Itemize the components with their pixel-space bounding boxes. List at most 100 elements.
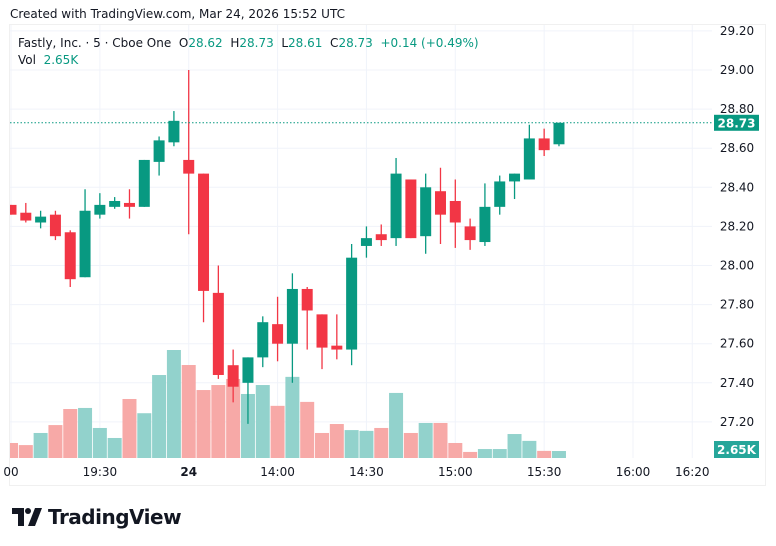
candle-body[interactable] <box>494 181 506 207</box>
candle-body[interactable] <box>420 187 432 237</box>
volume-bar <box>107 437 122 458</box>
candle-body[interactable] <box>553 122 565 145</box>
candle-body[interactable] <box>464 226 476 241</box>
volume-bar <box>10 442 18 458</box>
candle-body[interactable] <box>168 120 180 143</box>
candle-body[interactable] <box>257 322 269 358</box>
created-with-caption: Created with TradingView.com, Mar 24, 20… <box>10 7 345 21</box>
x-tick-label: 14:00 <box>260 465 295 479</box>
last-price-tag-label: 28.73 <box>718 116 756 130</box>
open-value: 28.62 <box>188 36 223 50</box>
candle-body[interactable] <box>286 288 298 344</box>
volume-bar <box>255 385 270 458</box>
volume-bar <box>492 449 507 458</box>
y-tick-label: 28.40 <box>720 180 754 194</box>
y-tick-label: 27.60 <box>720 337 754 351</box>
candle-body[interactable] <box>509 173 521 182</box>
candle-body[interactable] <box>346 257 358 350</box>
symbol-legend: Fastly, Inc. · 5 · Cboe One O28.62 H28.7… <box>18 35 479 69</box>
volume-bar <box>122 398 137 458</box>
candle-body[interactable] <box>153 140 165 162</box>
y-tick-label: 29.00 <box>720 63 754 77</box>
volume-bar <box>285 376 300 458</box>
y-tick-label: 28.80 <box>720 102 754 116</box>
volume-bar <box>389 392 404 458</box>
candle-body[interactable] <box>49 214 61 237</box>
candle-body[interactable] <box>198 173 210 291</box>
candle-body[interactable] <box>331 345 343 350</box>
x-tick-label: 15:00 <box>438 465 473 479</box>
candle-body[interactable] <box>449 200 461 223</box>
volume-bar <box>477 449 492 458</box>
price-axis: 29.20 29.00 28.80 28.60 28.40 28.20 28.00 27.80… <box>720 24 754 429</box>
high-value: 28.73 <box>239 36 274 50</box>
tradingview-logo-icon <box>12 508 42 526</box>
y-tick-label: 28.60 <box>720 141 754 155</box>
volume-bar <box>270 405 285 458</box>
volume-bar <box>196 390 211 458</box>
change-value: +0.14 (+0.49%) <box>380 36 479 50</box>
candle-body[interactable] <box>64 232 76 280</box>
y-tick-label: 27.20 <box>720 415 754 429</box>
open-label: O <box>178 36 189 50</box>
candle-body[interactable] <box>79 210 91 278</box>
candle-body[interactable] <box>242 357 254 383</box>
volume-bar <box>226 378 241 458</box>
volume-bar <box>551 451 566 458</box>
y-tick-label: 27.80 <box>720 298 754 312</box>
volume-bar <box>522 440 537 458</box>
candles <box>6 70 565 424</box>
candle-body[interactable] <box>272 324 284 344</box>
candle-body[interactable] <box>390 173 402 239</box>
candle-body[interactable] <box>123 202 135 207</box>
high-label: H <box>230 36 240 50</box>
volume-row: Vol 2.65K <box>18 52 479 69</box>
candle-body[interactable] <box>212 292 224 375</box>
volume-bars <box>10 350 566 458</box>
volume-bar <box>181 365 196 458</box>
candle-body[interactable] <box>35 216 47 223</box>
candle-body[interactable] <box>360 238 372 246</box>
candle-body[interactable] <box>94 204 106 215</box>
candle-body[interactable] <box>316 314 328 348</box>
volume-label: Vol <box>18 53 36 67</box>
candle-body[interactable] <box>523 138 535 180</box>
candle-body[interactable] <box>227 365 239 387</box>
candle-body[interactable] <box>301 288 313 311</box>
candle-body[interactable] <box>405 179 417 239</box>
chart-frame <box>9 24 766 486</box>
volume-bar <box>48 425 63 458</box>
y-tick-label: 29.20 <box>720 24 754 38</box>
candle-body[interactable] <box>434 191 446 215</box>
tradingview-logo[interactable]: TradingView <box>12 505 182 529</box>
candle-body[interactable] <box>183 159 195 174</box>
volume-bar <box>433 422 448 458</box>
volume-bar <box>33 432 48 458</box>
candle-body[interactable] <box>109 200 121 207</box>
volume-bar <box>344 430 359 458</box>
x-tick-label: 19:30 <box>83 465 118 479</box>
x-tick-label: 14:30 <box>349 465 384 479</box>
last-price-tag <box>714 114 759 131</box>
candle-body[interactable] <box>138 159 150 207</box>
candle-body[interactable] <box>538 138 550 151</box>
last-volume-tag <box>714 441 759 458</box>
candle-body[interactable] <box>375 234 387 241</box>
ohlc-row: Fastly, Inc. · 5 · Cboe One O28.62 H28.7… <box>18 35 479 52</box>
volume-bar <box>152 375 167 458</box>
volume-bar <box>18 445 33 458</box>
x-tick-label: 16:20 <box>675 465 710 479</box>
volume-bar <box>240 393 255 458</box>
x-tick-label: 24 <box>180 465 197 479</box>
logo-text: TradingView <box>48 505 182 529</box>
candle-body[interactable] <box>6 204 17 215</box>
volume-bar <box>507 434 522 458</box>
candle-body[interactable] <box>20 212 32 221</box>
volume-bar <box>300 401 315 458</box>
x-tick-label: 16:00 <box>616 465 651 479</box>
volume-bar <box>211 385 226 458</box>
candle-body[interactable] <box>479 206 491 243</box>
volume-bar <box>403 432 418 458</box>
volume-bar <box>137 413 152 458</box>
